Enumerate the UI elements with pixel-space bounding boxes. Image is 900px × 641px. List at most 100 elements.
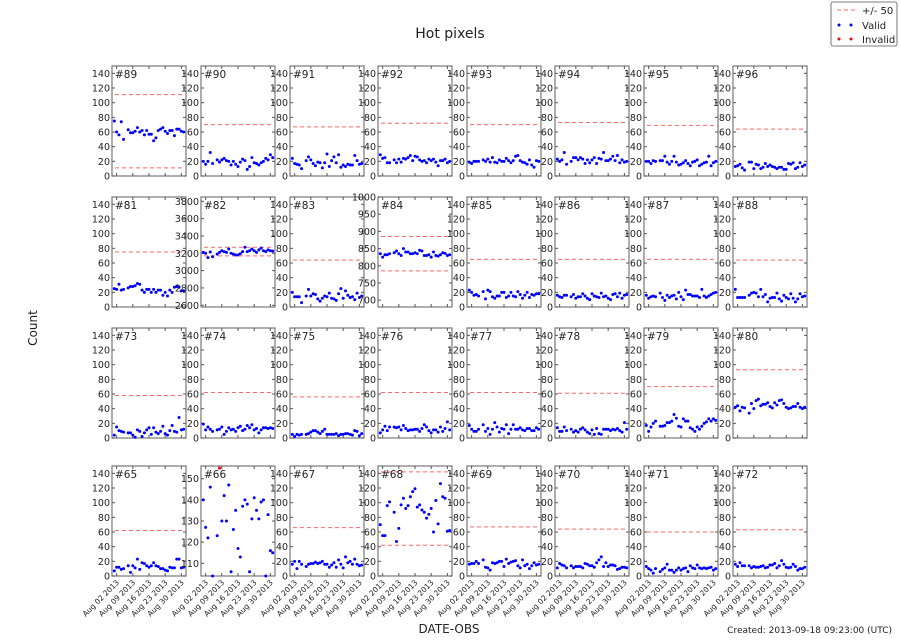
y-tick-label: 20 [98, 557, 110, 568]
y-tick-label: 140 [713, 69, 731, 80]
valid-point [558, 562, 562, 566]
valid-point [215, 252, 219, 256]
valid-point [649, 568, 653, 572]
valid-point [311, 162, 315, 166]
valid-point [672, 570, 676, 574]
valid-point [119, 120, 123, 124]
y-tick-label: 100 [624, 498, 642, 509]
valid-point [495, 294, 499, 298]
y-tick-label: 3600 [175, 214, 199, 225]
valid-point [667, 162, 671, 166]
valid-point [445, 161, 449, 165]
panel-frame [643, 65, 719, 177]
valid-point [323, 161, 327, 165]
valid-point [740, 166, 744, 170]
valid-point [516, 427, 520, 431]
y-tick-label: 100 [358, 498, 376, 509]
valid-point [307, 287, 310, 291]
valid-point [592, 565, 596, 569]
valid-point [311, 429, 315, 433]
valid-point [736, 564, 740, 568]
valid-point [558, 429, 562, 433]
y-tick-label: 80 [541, 513, 553, 524]
valid-point [651, 159, 655, 163]
y-tick-label: 140 [270, 200, 288, 211]
valid-point [796, 402, 800, 406]
y-tick-label: 60 [541, 128, 553, 139]
y-tick-label: 0 [725, 172, 731, 183]
y-tick-label: 100 [270, 98, 288, 109]
valid-point [581, 426, 585, 430]
valid-point [691, 160, 695, 164]
valid-point [243, 245, 247, 249]
y-tick-label: 80 [364, 375, 376, 386]
valid-point [408, 428, 412, 432]
valid-point [268, 249, 272, 253]
valid-point [231, 252, 235, 256]
panel-frame [377, 327, 453, 439]
valid-point [537, 159, 541, 163]
valid-point [754, 162, 758, 166]
y-tick-label: 140 [358, 469, 376, 480]
valid-point [318, 161, 322, 165]
valid-point [257, 248, 261, 252]
y-tick-label: 140 [713, 200, 731, 211]
valid-point [434, 253, 438, 257]
y-tick-label: 0 [636, 572, 642, 583]
valid-point [332, 297, 336, 301]
valid-point [404, 157, 408, 161]
valid-point [420, 159, 424, 163]
y-tick-label: 60 [453, 259, 465, 270]
y-tick-label: 140 [92, 331, 110, 342]
valid-point [756, 163, 760, 167]
valid-point [750, 291, 753, 295]
valid-point [443, 157, 447, 161]
valid-point [560, 429, 564, 433]
valid-point [201, 498, 205, 502]
valid-point [707, 566, 711, 570]
valid-point [674, 568, 678, 572]
valid-point [307, 562, 310, 566]
y-tick-label: 0 [636, 434, 642, 445]
y-tick-label: 140 [624, 200, 642, 211]
y-tick-label: 60 [719, 528, 731, 539]
valid-point [743, 295, 747, 299]
valid-point [245, 250, 249, 254]
valid-point [408, 495, 412, 499]
valid-point [170, 424, 174, 428]
valid-point [350, 163, 354, 167]
valid-point [534, 292, 538, 296]
y-tick-label: 60 [719, 128, 731, 139]
valid-point [295, 295, 299, 299]
valid-point [702, 161, 706, 165]
valid-point [441, 429, 445, 433]
valid-point [415, 252, 419, 256]
valid-point [163, 290, 167, 294]
valid-point [142, 133, 146, 137]
valid-point [667, 295, 671, 299]
y-tick-label: 850 [358, 244, 376, 255]
valid-point [215, 428, 219, 432]
valid-point [500, 290, 504, 294]
valid-point [733, 164, 737, 168]
valid-point [597, 156, 601, 160]
valid-point [334, 432, 338, 436]
valid-point [663, 154, 667, 158]
valid-point [686, 293, 690, 297]
valid-point [327, 164, 331, 168]
valid-point [798, 567, 802, 571]
valid-point [516, 564, 520, 568]
legend-label-invalid: Invalid [862, 35, 895, 46]
valid-point [142, 290, 146, 294]
valid-point [397, 252, 401, 256]
y-tick-label: 0 [725, 303, 731, 314]
valid-point [560, 158, 564, 162]
valid-point [493, 562, 497, 566]
valid-point [241, 504, 245, 508]
valid-point [477, 562, 481, 566]
y-tick-label: 120 [270, 215, 288, 226]
valid-point [644, 564, 648, 568]
valid-point [791, 161, 795, 165]
valid-point [418, 158, 422, 162]
y-tick-label: 750 [358, 278, 376, 289]
